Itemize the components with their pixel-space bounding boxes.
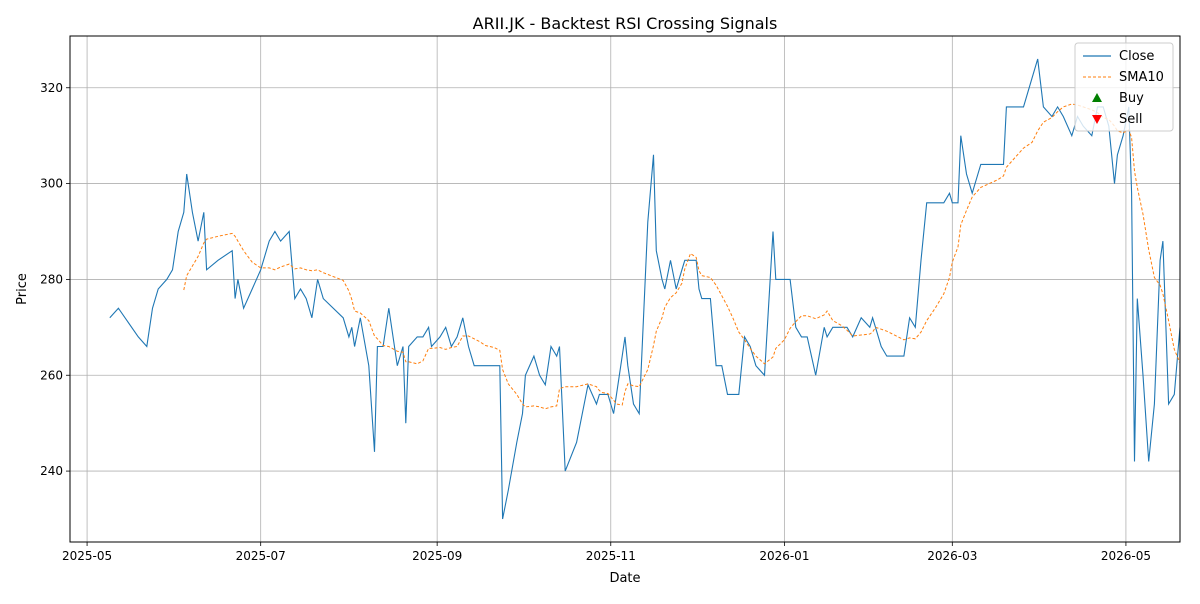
x-tick-label: 2026-03 xyxy=(927,549,977,563)
legend-label-sma10: SMA10 xyxy=(1119,70,1164,85)
x-tick-label: 2025-09 xyxy=(412,549,462,563)
y-axis-label: Price xyxy=(15,273,30,305)
x-axis-label: Date xyxy=(609,571,640,586)
series-layer xyxy=(109,58,1181,520)
y-tick-label: 300 xyxy=(40,177,63,191)
x-tick-label: 2025-07 xyxy=(236,549,286,563)
x-tick-label: 2025-05 xyxy=(62,549,112,563)
grid xyxy=(70,36,1180,542)
y-tick-label: 320 xyxy=(40,81,63,95)
series-close-line xyxy=(109,58,1181,520)
legend-label-sell: Sell xyxy=(1119,112,1142,127)
y-tick-label: 240 xyxy=(40,464,63,478)
legend-label-close: Close xyxy=(1119,49,1154,64)
series-sma10-line xyxy=(183,103,1181,410)
axes: 2025-05 2025-07 2025-09 2025-11 2026-01 2026-… xyxy=(40,81,1151,563)
x-tick-label: 2025-11 xyxy=(586,549,636,563)
y-tick-label: 280 xyxy=(40,272,63,286)
plot-frame xyxy=(69,35,1181,543)
chart-title: ARII.JK - Backtest RSI Crossing Signals xyxy=(473,14,778,33)
legend: Close SMA10 Buy Sell xyxy=(1074,42,1174,132)
x-tick-label: 2026-01 xyxy=(759,549,809,563)
legend-sell-marker xyxy=(1092,115,1102,124)
legend-label-buy: Buy xyxy=(1119,91,1144,106)
x-tick-label: 2026-05 xyxy=(1101,549,1151,563)
legend-box xyxy=(1074,42,1174,132)
y-tick-label: 260 xyxy=(40,368,63,382)
legend-buy-marker xyxy=(1092,93,1102,102)
